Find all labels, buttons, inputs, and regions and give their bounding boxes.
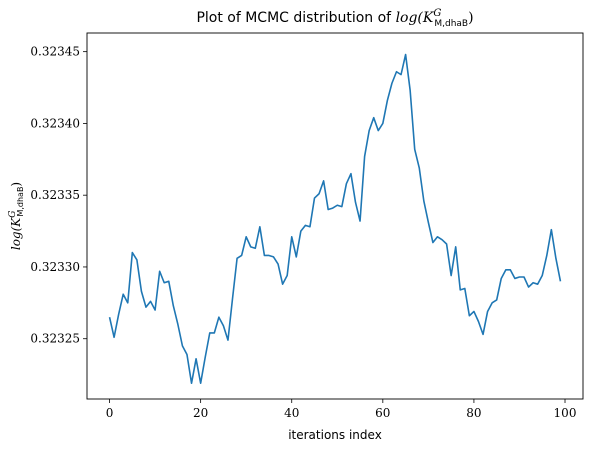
y-tick-label: 0.32325	[30, 332, 80, 346]
x-axis-label: iterations index	[288, 428, 382, 442]
y-axis-label-sub: M,dhaB	[16, 187, 25, 217]
y-tick-label: 0.32340	[30, 116, 80, 130]
x-tick-label: 60	[375, 406, 390, 420]
chart-title-sup: G	[433, 8, 441, 19]
x-tick-label: 100	[554, 406, 577, 420]
chart-title-prefix: Plot of MCMC distribution of	[196, 10, 395, 26]
y-axis-label-sup: G	[8, 211, 18, 218]
y-axis: 0.32325 0.32330 0.32335 0.32340 0.32345	[30, 45, 87, 346]
x-tick-label: 20	[193, 406, 208, 420]
axes-frame	[86, 32, 584, 400]
x-tick-label: 40	[284, 406, 299, 420]
chart-title-close: )	[468, 10, 473, 26]
series-line	[108, 53, 562, 385]
x-tick-label: 80	[466, 406, 481, 420]
x-axis: 0 20 40 60 80 100	[106, 399, 577, 420]
y-tick-label: 0.32330	[30, 260, 80, 274]
y-axis-label-math: log(K	[9, 217, 23, 250]
chart-title-sub: M,dhaB	[434, 19, 468, 29]
y-tick-label: 0.32345	[30, 45, 80, 59]
chart-title-math: log(K	[396, 10, 435, 26]
y-axis-label-close: )	[9, 182, 23, 187]
chart-title: Plot of MCMC distribution of log(KG M,dha…	[196, 8, 473, 29]
y-axis-label: log(KGM,dhaB)	[8, 182, 25, 250]
x-tick-label: 0	[106, 406, 114, 420]
y-tick-label: 0.32335	[30, 188, 80, 202]
